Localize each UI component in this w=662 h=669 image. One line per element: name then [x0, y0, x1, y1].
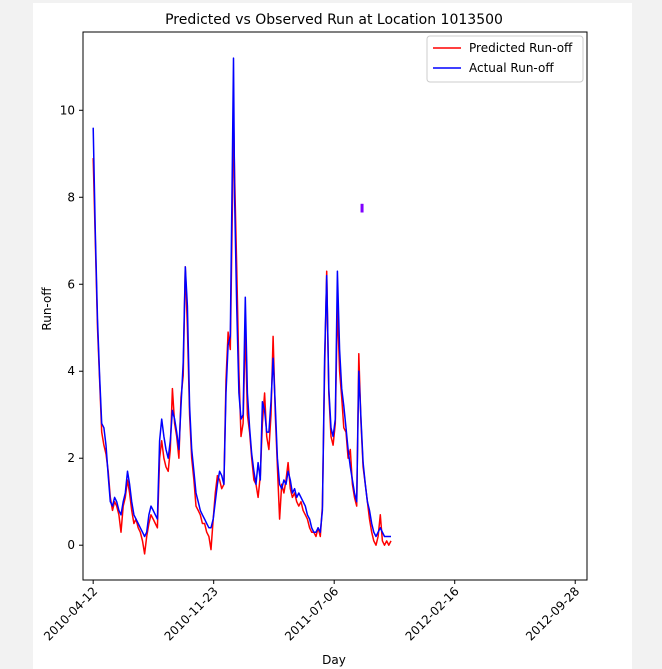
y-axis-label: Run-off	[40, 287, 54, 331]
series-line-actual	[92, 57, 391, 538]
x-tick-label: 2011-07-06	[282, 584, 341, 643]
plot-area: 0 2 4 6 8 10 2010-04-12 2010-11-23 2011-07-06 201…	[41, 31, 588, 643]
chart-title: Predicted vs Observed Run at Location 10…	[165, 12, 503, 28]
y-tick-label: 6	[67, 277, 75, 291]
x-tick-label: 2010-04-12	[41, 584, 100, 643]
y-tick-label: 8	[67, 190, 75, 204]
y-tick-label: 0	[67, 538, 75, 552]
x-tick-label: 2012-02-16	[403, 584, 462, 643]
x-tick-label: 2012-09-28	[523, 584, 582, 643]
legend-label: Predicted Run-off	[469, 41, 573, 55]
legend: Predicted Run-off Actual Run-off	[426, 35, 584, 83]
chart-svg: Predicted vs Observed Run at Location 10…	[40, 12, 588, 667]
legend-label: Actual Run-off	[469, 61, 554, 75]
chart-figure: Predicted vs Observed Run at Location 10…	[33, 3, 632, 669]
y-tick-label: 4	[67, 364, 75, 378]
x-axis-label: Day	[322, 653, 346, 667]
x-tick-label: 2010-11-23	[162, 584, 221, 643]
series-line-predicted	[92, 113, 392, 555]
axes-frame	[82, 31, 588, 581]
y-tick-label: 2	[67, 451, 75, 465]
y-tick-label: 10	[60, 103, 75, 117]
legend-box	[426, 35, 584, 83]
